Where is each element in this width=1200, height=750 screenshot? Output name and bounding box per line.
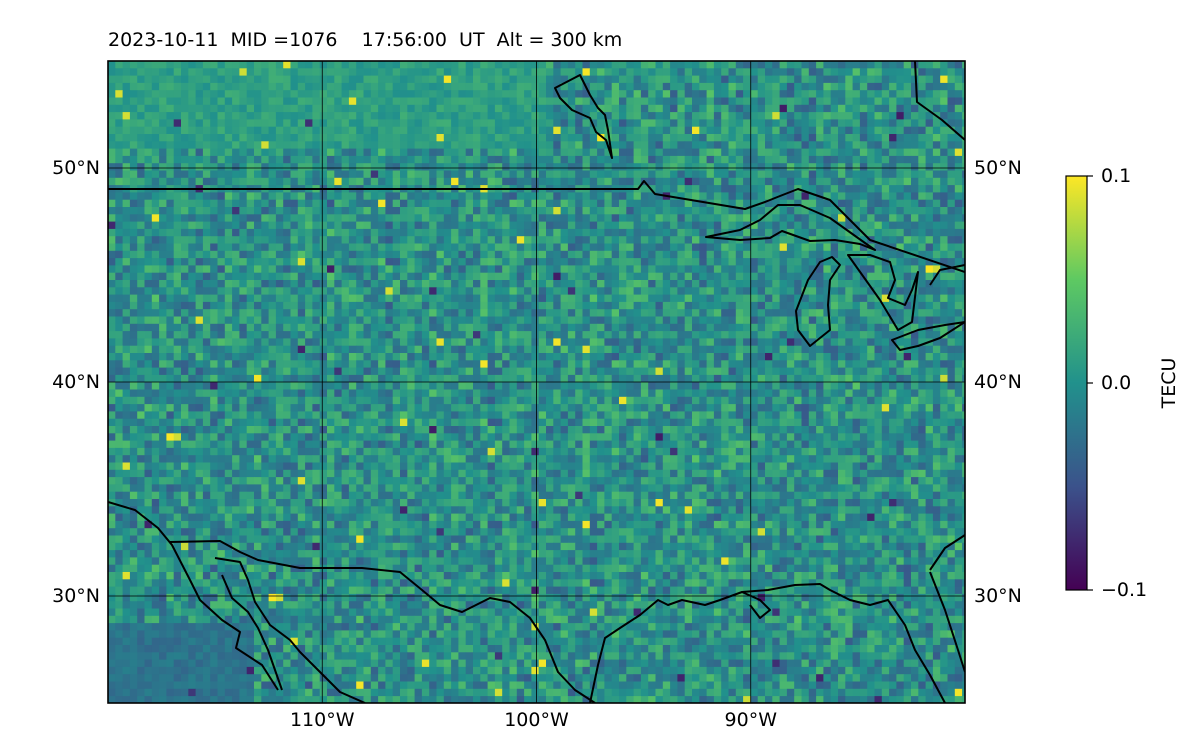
- baja-coast: [108, 501, 279, 691]
- longitude-tick-label: 100°W: [504, 709, 569, 731]
- lake-huron: [847, 254, 919, 331]
- latitude-tick-label: 50°N: [52, 157, 100, 179]
- florida-east-coast: [929, 571, 965, 673]
- latitude-tick-label: 30°N: [52, 585, 100, 607]
- colorbar: [1065, 175, 1088, 591]
- mississippi-delta: [741, 591, 771, 619]
- latitude-tick-label: 40°N: [52, 371, 100, 393]
- coastlines: [108, 61, 965, 703]
- colorbar-label: TECU: [1158, 358, 1180, 410]
- latitude-tick-labels-right: 50°N 40°N 30°N: [974, 157, 1022, 607]
- longitude-tick-label: 90°W: [725, 709, 778, 731]
- map-frame: [107, 60, 966, 704]
- latitude-tick-label: 50°N: [974, 157, 1022, 179]
- us-mexico-border: [169, 540, 596, 703]
- baja-inner: [221, 574, 283, 691]
- hudson-bay-coast: [554, 74, 613, 159]
- title-mid: MID =1076: [230, 29, 338, 51]
- longitude-tick-label: 110°W: [290, 709, 355, 731]
- lake-michigan: [795, 256, 841, 347]
- gulf-coast: [589, 583, 946, 703]
- latitude-tick-labels-left: 50°N 40°N 30°N: [52, 157, 100, 607]
- map-title: 2023-10-11 MID =1076 17:56:00 UT Alt = 3…: [108, 29, 622, 51]
- florida-west-coast: [929, 534, 965, 571]
- title-altitude: Alt = 300 km: [496, 29, 623, 51]
- lake-ontario: [929, 264, 965, 286]
- colorbar-tick-label: 0.1: [1101, 165, 1131, 187]
- gulf-of-california-coast: [214, 557, 366, 703]
- latitude-tick-label: 40°N: [974, 371, 1022, 393]
- lake-superior: [705, 204, 876, 251]
- colorbar-tick-label: 0.0: [1101, 372, 1131, 394]
- tec-field: [108, 61, 965, 703]
- lake-erie: [891, 321, 965, 351]
- latitude-tick-label: 30°N: [974, 585, 1022, 607]
- longitude-tick-labels: 110°W 100°W 90°W: [290, 709, 777, 731]
- colorbar-ticks: 0.1 0.0 −0.1: [1087, 165, 1147, 601]
- graticule: [108, 61, 965, 703]
- colorbar-tick-label: −0.1: [1101, 579, 1147, 601]
- northeast-coast: [914, 61, 965, 141]
- title-time: 17:56:00 UT: [361, 29, 485, 51]
- us-canada-border: [108, 180, 965, 273]
- title-date: 2023-10-11: [108, 29, 219, 51]
